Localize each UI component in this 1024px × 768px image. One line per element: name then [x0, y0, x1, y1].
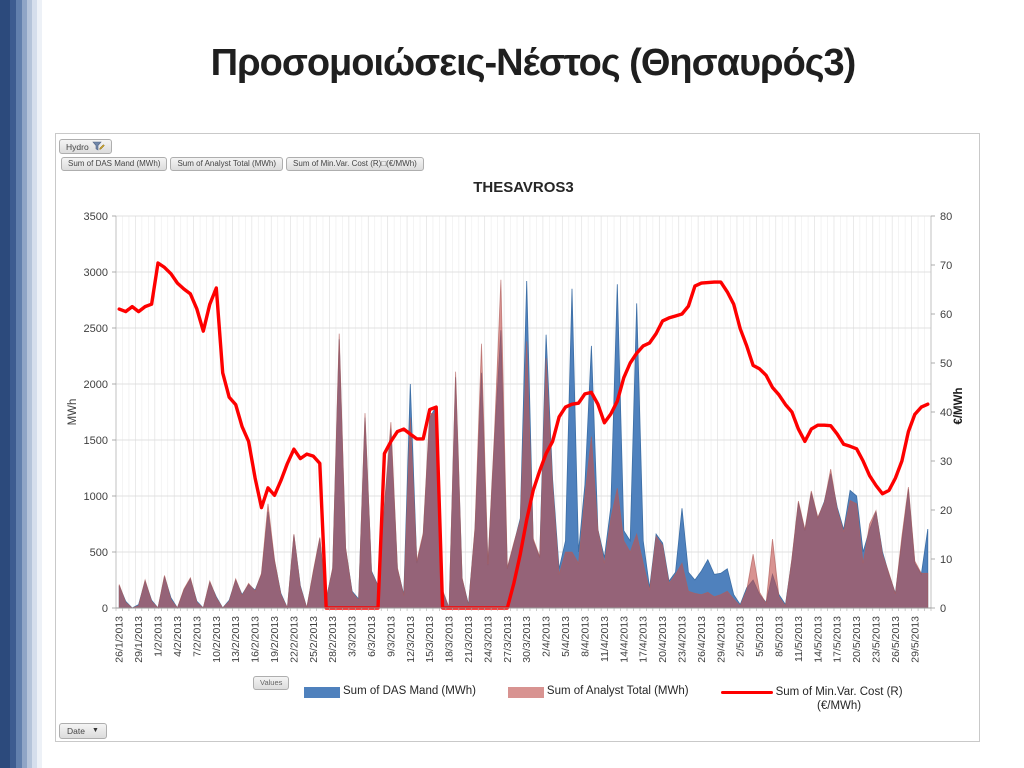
svg-text:2/5/2013: 2/5/2013	[735, 616, 747, 657]
svg-text:17/4/2013: 17/4/2013	[638, 616, 650, 663]
svg-text:26/4/2013: 26/4/2013	[696, 616, 708, 663]
svg-text:8/5/2013: 8/5/2013	[773, 616, 785, 657]
svg-text:4/2/2013: 4/2/2013	[172, 616, 184, 657]
svg-text:1500: 1500	[84, 435, 108, 447]
svg-text:50: 50	[940, 358, 952, 370]
svg-text:0: 0	[940, 603, 946, 615]
hydro-filter-button[interactable]: Hydro	[59, 139, 112, 154]
svg-text:5/4/2013: 5/4/2013	[560, 616, 572, 657]
svg-text:6/3/2013: 6/3/2013	[366, 616, 378, 657]
legend-swatch-analyst	[507, 687, 544, 698]
legend-swatch-cost-line	[720, 691, 773, 695]
svg-text:11/5/2013: 11/5/2013	[793, 616, 805, 662]
pivot-field-button-row: Sum of DAS Mand (MWh) Sum of Analyst Tot…	[61, 157, 424, 171]
svg-text:10/2/2013: 10/2/2013	[211, 616, 223, 663]
chart-legend: Sum of DAS Mand (MWh) Sum of Analyst Tot…	[304, 685, 903, 714]
svg-text:0: 0	[102, 603, 108, 615]
svg-text:80: 80	[940, 211, 952, 223]
thesavros3-chart: 0 500 1000 1500 2000 2500 3000 3500 0 10 20 30 40 50 6…	[67, 179, 965, 663]
svg-text:26/5/2013: 26/5/2013	[890, 616, 902, 663]
svg-text:2000: 2000	[84, 379, 108, 391]
filter-funnel-icon	[92, 141, 105, 151]
svg-text:11/4/2013: 11/4/2013	[599, 616, 611, 662]
svg-text:14/5/2013: 14/5/2013	[812, 616, 824, 663]
slide-title: Προσομοιώσεις-Νέστος (Θησαυρός3)	[210, 42, 857, 84]
svg-text:16/2/2013: 16/2/2013	[250, 616, 262, 663]
svg-text:29/1/2013: 29/1/2013	[133, 616, 145, 663]
hydro-filter-label: Hydro	[66, 141, 89, 152]
legend-label-cost-line1: Sum of Min.Var. Cost (R)	[775, 686, 903, 698]
legend-item-das[interactable]: Sum of DAS Mand (MWh)	[304, 685, 476, 698]
slide-side-accent-bar	[0, 0, 42, 768]
svg-text:23/5/2013: 23/5/2013	[871, 616, 883, 663]
svg-text:17/5/2013: 17/5/2013	[832, 616, 844, 663]
svg-text:23/4/2013: 23/4/2013	[676, 616, 688, 663]
svg-text:20: 20	[940, 505, 952, 517]
field-button-analyst-total[interactable]: Sum of Analyst Total (MWh)	[170, 157, 284, 171]
svg-text:7/2/2013: 7/2/2013	[191, 616, 203, 657]
svg-text:THESAVROS3: THESAVROS3	[473, 179, 574, 196]
svg-text:5/5/2013: 5/5/2013	[754, 616, 766, 657]
svg-text:27/3/2013: 27/3/2013	[502, 616, 514, 663]
svg-text:10: 10	[940, 554, 952, 566]
svg-text:2/4/2013: 2/4/2013	[541, 616, 553, 657]
svg-text:2500: 2500	[84, 323, 108, 335]
date-axis-field-button[interactable]: Date ▼	[59, 723, 107, 739]
svg-text:40: 40	[940, 407, 952, 419]
svg-text:30: 30	[940, 456, 952, 468]
svg-text:1000: 1000	[84, 491, 108, 503]
svg-text:14/4/2013: 14/4/2013	[618, 616, 630, 663]
svg-text:13/2/2013: 13/2/2013	[230, 616, 242, 663]
svg-text:3000: 3000	[84, 267, 108, 279]
field-button-das-mand[interactable]: Sum of DAS Mand (MWh)	[61, 157, 168, 171]
svg-text:28/2/2013: 28/2/2013	[327, 616, 339, 663]
svg-text:22/2/2013: 22/2/2013	[288, 616, 300, 663]
svg-text:20/5/2013: 20/5/2013	[851, 616, 863, 663]
legend-item-cost[interactable]: Sum of Min.Var. Cost (R) (€/MWh)	[720, 685, 903, 714]
legend-label-das: Sum of DAS Mand (MWh)	[343, 685, 476, 697]
svg-text:25/2/2013: 25/2/2013	[308, 616, 320, 663]
svg-text:15/3/2013: 15/3/2013	[424, 616, 436, 663]
svg-text:21/3/2013: 21/3/2013	[463, 616, 475, 663]
legend-label-cost: Sum of Min.Var. Cost (R) (€/MWh)	[776, 685, 903, 714]
svg-text:29/4/2013: 29/4/2013	[715, 616, 727, 663]
svg-text:MWh: MWh	[67, 399, 79, 426]
dropdown-arrow-icon: ▼	[91, 727, 99, 734]
svg-text:26/1/2013: 26/1/2013	[114, 616, 126, 663]
legend-label-cost-line2: (€/MWh)	[817, 700, 862, 713]
svg-text:8/4/2013: 8/4/2013	[579, 616, 591, 657]
svg-text:1/2/2013: 1/2/2013	[153, 616, 165, 657]
svg-text:3/3/2013: 3/3/2013	[347, 616, 359, 657]
svg-text:18/3/2013: 18/3/2013	[444, 616, 456, 663]
svg-text:60: 60	[940, 309, 952, 321]
date-axis-field-label: Date	[67, 726, 85, 736]
values-field-button[interactable]: Values	[253, 676, 290, 690]
svg-text:30/3/2013: 30/3/2013	[521, 616, 533, 663]
svg-text:29/5/2013: 29/5/2013	[909, 616, 921, 663]
svg-text:20/4/2013: 20/4/2013	[657, 616, 669, 663]
field-button-minvar-cost[interactable]: Sum of Min.Var. Cost (R)□(€/MWh)	[286, 157, 424, 171]
svg-text:€/MWh: €/MWh	[953, 387, 965, 424]
pivot-chart-container: 0 500 1000 1500 2000 2500 3000 3500 0 10 20 30 40 50 6…	[55, 133, 980, 742]
svg-text:12/3/2013: 12/3/2013	[405, 616, 417, 663]
legend-swatch-das	[304, 687, 340, 698]
svg-text:9/3/2013: 9/3/2013	[385, 616, 397, 657]
svg-text:500: 500	[90, 547, 108, 559]
svg-text:24/3/2013: 24/3/2013	[482, 616, 494, 663]
legend-item-analyst[interactable]: Sum of Analyst Total (MWh)	[507, 685, 689, 698]
svg-text:70: 70	[940, 260, 952, 272]
legend-label-analyst: Sum of Analyst Total (MWh)	[546, 685, 689, 697]
svg-text:3500: 3500	[84, 211, 108, 223]
svg-text:19/2/2013: 19/2/2013	[269, 616, 281, 663]
